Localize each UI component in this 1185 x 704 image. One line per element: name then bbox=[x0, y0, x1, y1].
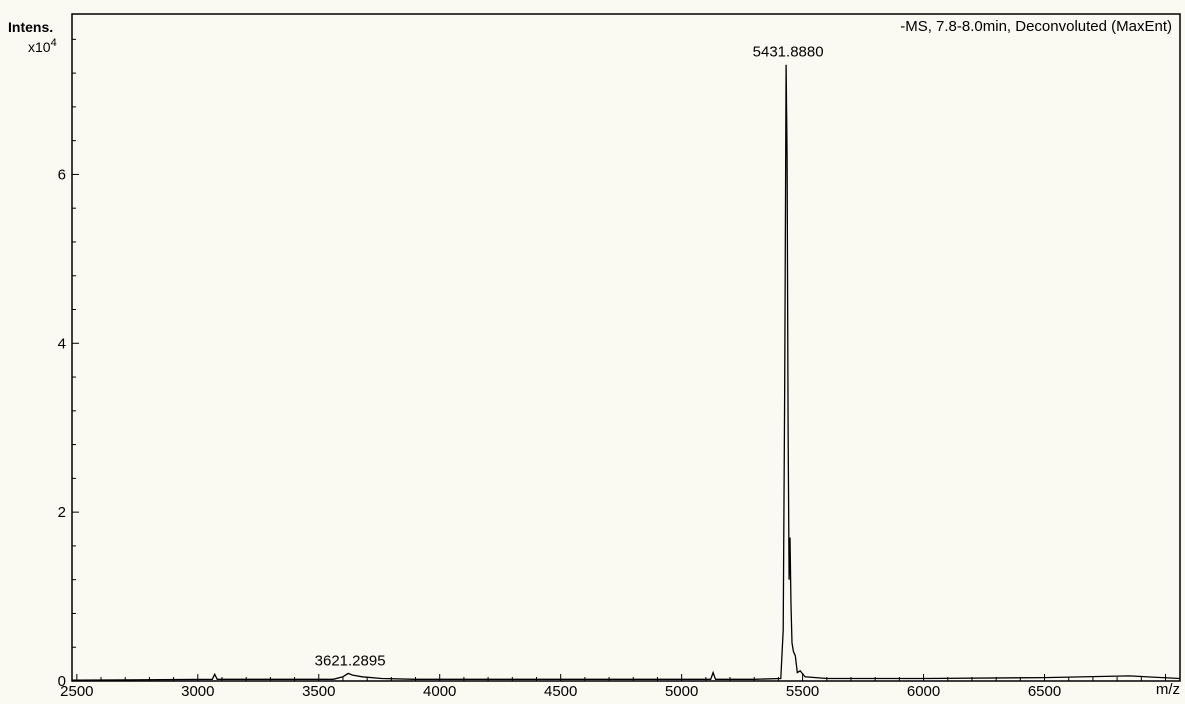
chart-title: -MS, 7.8-8.0min, Deconvoluted (MaxEnt) bbox=[900, 18, 1172, 35]
y-tick-label: 0 bbox=[58, 673, 66, 690]
x-tick-label: 4000 bbox=[423, 683, 456, 700]
y-tick-label: 4 bbox=[58, 335, 66, 352]
x-axis-label: m/z bbox=[1156, 681, 1180, 698]
y-multiplier-base: x10 bbox=[28, 39, 51, 55]
spectrum-trace bbox=[71, 64, 1181, 681]
y-axis-label: Intens. bbox=[8, 19, 53, 35]
peak-label: 5431.8880 bbox=[753, 44, 824, 61]
y-multiplier-exponent: 4 bbox=[51, 37, 57, 49]
peak-label: 3621.2895 bbox=[315, 652, 386, 669]
x-axis: 2500 3000 3500 4000 4500 5000 5500 6000 6500 bbox=[60, 674, 1166, 700]
y-tick-label: 2 bbox=[58, 504, 66, 521]
y-axis: 0 2 4 6 bbox=[58, 38, 79, 690]
y-axis-multiplier: x104 bbox=[28, 37, 57, 55]
x-tick-label: 5500 bbox=[786, 683, 819, 700]
x-tick-label: 6000 bbox=[907, 683, 940, 700]
x-tick-label: 3500 bbox=[302, 683, 335, 700]
x-tick-label: 3000 bbox=[181, 683, 214, 700]
x-tick-label: 6500 bbox=[1028, 683, 1061, 700]
plot-area bbox=[71, 13, 1181, 682]
y-tick-label: 6 bbox=[58, 166, 66, 183]
peak-annotations: 5431.8880 3621.2895 bbox=[315, 44, 824, 670]
x-tick-label: 5000 bbox=[665, 683, 698, 700]
x-tick-label: 4500 bbox=[544, 683, 577, 700]
x-tick-label: 2500 bbox=[60, 683, 93, 700]
